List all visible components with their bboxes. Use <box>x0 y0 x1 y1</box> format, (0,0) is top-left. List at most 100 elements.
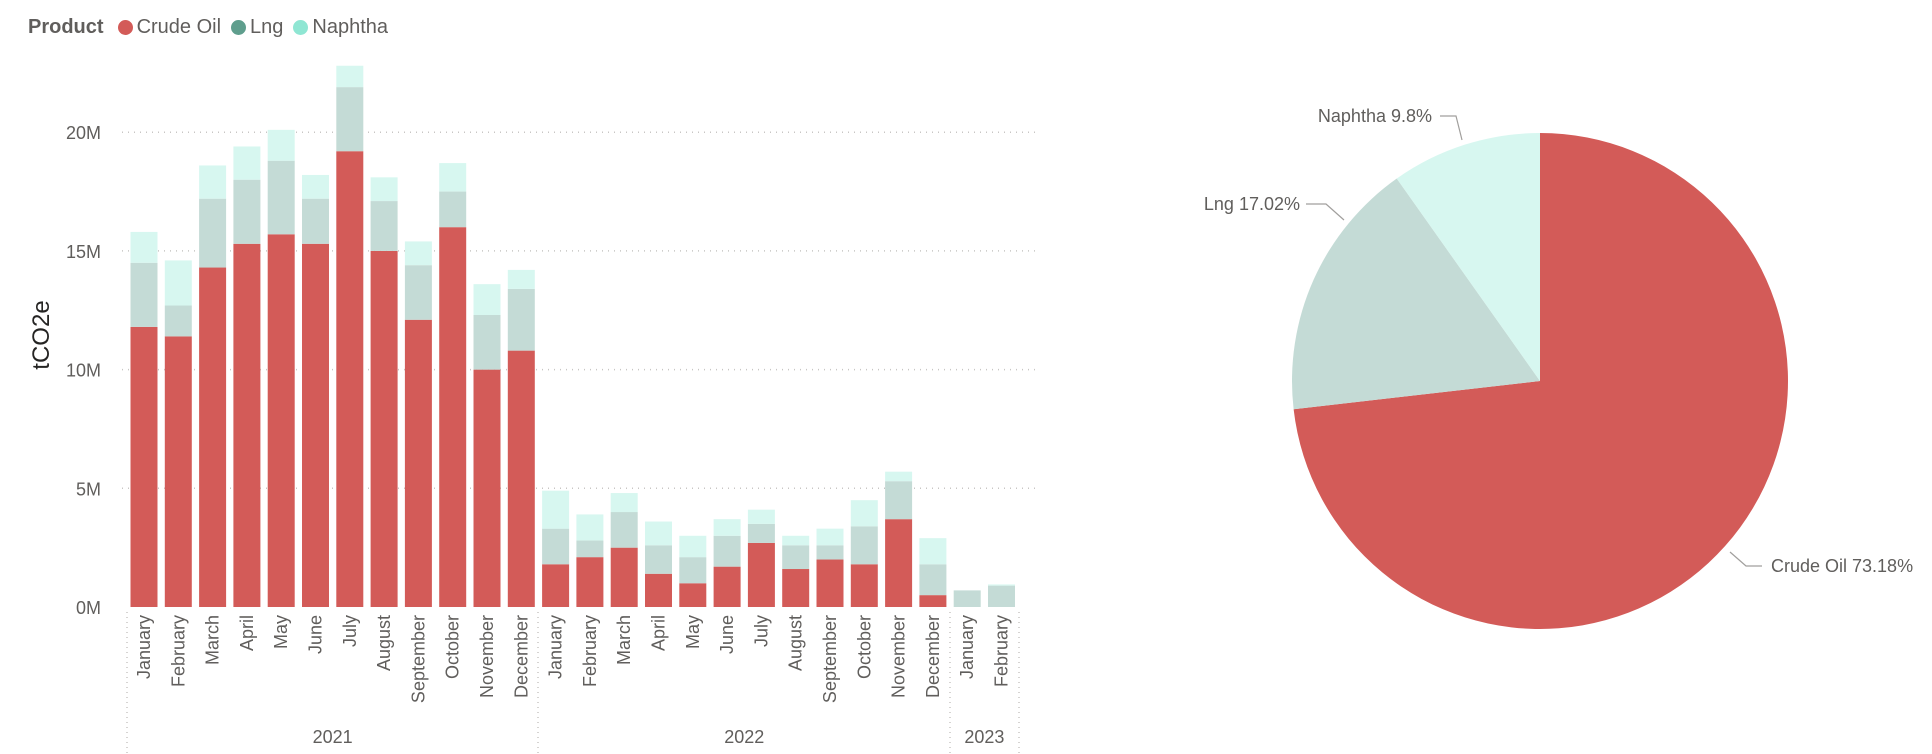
bar-segment-lng[interactable] <box>507 288 535 351</box>
bar-segment-lng[interactable] <box>816 545 844 560</box>
x-tick-label: May <box>271 615 291 649</box>
bar-segment-naphtha[interactable] <box>919 538 947 565</box>
bar-segment-crude-oil[interactable] <box>233 243 261 607</box>
x-tick-label: August <box>786 615 806 671</box>
bar-segment-naphtha[interactable] <box>885 471 913 482</box>
x-tick-label: March <box>203 615 223 665</box>
bar-segment-lng[interactable] <box>404 265 432 320</box>
bar-segment-crude-oil[interactable] <box>267 234 295 607</box>
bar-segment-lng[interactable] <box>919 564 947 596</box>
bar-segment-lng[interactable] <box>370 201 398 251</box>
bar-segment-crude-oil[interactable] <box>885 519 913 607</box>
bar-segment-lng[interactable] <box>164 305 192 337</box>
bar-segment-lng[interactable] <box>610 512 638 548</box>
x-tick-label: June <box>717 615 737 654</box>
y-tick-label: 5M <box>76 479 101 499</box>
pie-slice-naphtha[interactable] <box>1396 133 1540 381</box>
x-tick-label: September <box>820 615 840 703</box>
bar-segment-crude-oil[interactable] <box>404 319 432 607</box>
bar-segment-crude-oil[interactable] <box>130 326 158 607</box>
bar-segment-lng[interactable] <box>336 87 364 152</box>
bar-segment-naphtha[interactable] <box>645 521 672 546</box>
bar-segment-crude-oil[interactable] <box>850 564 878 607</box>
pie-slice-crude-oil[interactable] <box>1293 133 1788 629</box>
bar-segment-crude-oil[interactable] <box>439 227 467 607</box>
bar-segment-lng[interactable] <box>679 557 707 584</box>
pie-leader-line <box>1306 203 1345 221</box>
bar-segment-lng[interactable] <box>439 191 467 228</box>
bar-segment-crude-oil[interactable] <box>302 243 329 607</box>
bar-segment-lng[interactable] <box>473 315 501 370</box>
legend-item-naphtha[interactable]: Naphtha <box>293 16 388 39</box>
bar-segment-naphtha[interactable] <box>679 535 707 558</box>
bar-segment-naphtha[interactable] <box>199 165 227 199</box>
x-tick-label: December <box>923 615 943 698</box>
bar-segment-crude-oil[interactable] <box>473 369 501 607</box>
bar-segment-lng[interactable] <box>302 198 329 244</box>
bar-segment-lng[interactable] <box>953 590 981 607</box>
bar-segment-naphtha[interactable] <box>576 514 604 541</box>
bar-segment-lng[interactable] <box>199 198 227 268</box>
bar-segment-lng[interactable] <box>267 160 295 235</box>
bar-segment-lng[interactable] <box>782 545 810 570</box>
bar-segment-crude-oil[interactable] <box>370 250 398 608</box>
bar-segment-crude-oil[interactable] <box>713 566 741 607</box>
bar-segment-naphtha[interactable] <box>439 163 467 192</box>
bar-segment-naphtha[interactable] <box>610 493 638 513</box>
bar-segment-naphtha[interactable] <box>473 284 501 316</box>
pie-data-label: Crude Oil 73.18% <box>1771 556 1913 576</box>
bar-segment-crude-oil[interactable] <box>747 542 775 607</box>
bar-segment-naphtha[interactable] <box>816 528 844 546</box>
x-tick-label: February <box>580 615 600 687</box>
bar-segment-crude-oil[interactable] <box>645 573 672 607</box>
bar-segment-lng[interactable] <box>885 481 913 520</box>
bar-segment-crude-oil[interactable] <box>199 267 227 607</box>
bar-segment-naphtha[interactable] <box>164 260 192 306</box>
y-axis-title: tCO2e <box>28 300 55 369</box>
bar-segment-crude-oil[interactable] <box>782 569 810 607</box>
bar-segment-naphtha[interactable] <box>302 174 329 199</box>
bar-segment-naphtha[interactable] <box>507 269 535 289</box>
pie-chart: Crude Oil 73.18% Lng 17.02% Naphtha 9.8% <box>1204 106 1913 629</box>
bar-segment-crude-oil[interactable] <box>610 547 638 607</box>
bar-segment-crude-oil[interactable] <box>164 336 192 607</box>
bar-segment-lng[interactable] <box>130 262 158 327</box>
bar-segment-naphtha[interactable] <box>267 129 295 161</box>
bar-segment-lng[interactable] <box>713 535 741 567</box>
bar-segment-crude-oil[interactable] <box>542 564 570 607</box>
x-tick-label: May <box>683 615 703 649</box>
x-tick-label: February <box>992 615 1012 687</box>
bar-segment-naphtha[interactable] <box>988 584 1015 586</box>
bar-segment-naphtha[interactable] <box>130 231 158 263</box>
x-tick-label: October <box>443 615 463 679</box>
bar-segment-lng[interactable] <box>747 523 775 543</box>
x-tick-label: November <box>889 615 909 698</box>
bar-segment-crude-oil[interactable] <box>336 151 364 608</box>
bar-segment-naphtha[interactable] <box>336 65 364 88</box>
bar-segment-crude-oil[interactable] <box>919 595 947 607</box>
bar-segment-lng[interactable] <box>542 528 570 565</box>
bar-segment-crude-oil[interactable] <box>816 559 844 607</box>
bar-segment-naphtha[interactable] <box>233 146 261 180</box>
bar-segment-crude-oil[interactable] <box>576 557 604 607</box>
bar-segment-naphtha[interactable] <box>782 535 810 546</box>
legend-label-naphtha: Naphtha <box>312 15 389 38</box>
bar-segment-lng[interactable] <box>645 545 672 574</box>
bar-segment-lng[interactable] <box>576 540 604 558</box>
legend-item-lng[interactable]: Lng <box>231 16 283 39</box>
legend-item-crude-oil[interactable]: Crude Oil <box>117 16 221 39</box>
bar-segment-naphtha[interactable] <box>713 519 741 536</box>
bar-segment-lng[interactable] <box>850 526 878 565</box>
bar-segment-naphtha[interactable] <box>747 509 775 524</box>
bar-segment-naphtha[interactable] <box>370 177 398 202</box>
bar-segment-crude-oil[interactable] <box>507 350 535 607</box>
pie-data-label: Naphtha 9.8% <box>1318 106 1432 126</box>
bar-segment-lng[interactable] <box>988 585 1015 607</box>
bar-segment-naphtha[interactable] <box>542 490 570 529</box>
bar-segment-naphtha[interactable] <box>404 241 432 266</box>
bar-segment-naphtha[interactable] <box>850 500 878 527</box>
bar-segment-lng[interactable] <box>233 179 261 244</box>
pie-slice-lng[interactable] <box>1292 178 1540 410</box>
bar-segment-crude-oil[interactable] <box>679 583 707 607</box>
x-tick-label: December <box>511 615 531 698</box>
